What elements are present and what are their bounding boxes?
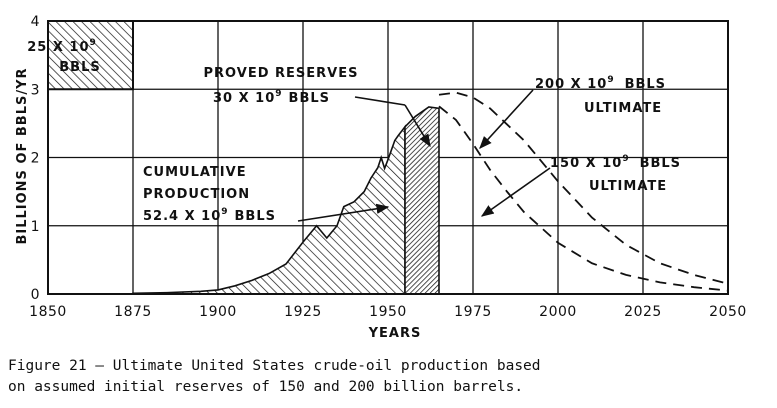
cumulative-label-line2: PRODUCTION — [143, 187, 250, 202]
y-axis-label: BILLIONS OF BBLS/YR — [15, 67, 30, 244]
y-tick-label: 2 — [31, 151, 40, 167]
ultimate-200-arrow — [479, 89, 534, 149]
ultimate-200-curve — [438, 91, 729, 285]
ultimate-150-value: 150 X 109 BBLS — [550, 154, 681, 171]
oil-production-chart: 1850 1875 1900 1925 1950 1975 2000 2025 2050 0 1 2… — [15, 14, 747, 341]
y-tick-label: 3 — [31, 82, 40, 98]
x-tick-label: 1850 — [29, 304, 67, 320]
inset-box-25-billion — [47, 20, 134, 91]
x-tick-label: 1975 — [454, 304, 492, 320]
cumulative-label-line1: CUMULATIVE — [143, 165, 247, 180]
x-tick-label: 1875 — [114, 304, 152, 320]
y-tick-label: 0 — [31, 287, 40, 303]
ultimate-200-label: ULTIMATE — [584, 101, 662, 116]
x-tick-label: 1925 — [284, 304, 322, 320]
ultimate-200-value: 200 X 109 BBLS — [535, 75, 666, 92]
y-tick-label: 1 — [31, 219, 40, 235]
y-tick-labels: 0 1 2 3 4 — [31, 14, 40, 303]
ultimate-150-arrow — [480, 167, 551, 217]
cumulative-production-area — [132, 124, 406, 295]
inset-label-line1: 25 X 109 — [27, 38, 97, 55]
cumulative-value: 52.4 X 109 BBLS — [143, 207, 276, 224]
caption-line-1: Figure 21 – Ultimate United States crude… — [8, 358, 541, 374]
x-tick-label: 2000 — [539, 304, 577, 320]
x-tick-labels: 1850 1875 1900 1925 1950 1975 2000 2025 2050 — [29, 304, 747, 320]
proved-reserves-arrow — [404, 104, 431, 148]
caption-line-2: on assumed initial reserves of 150 and 2… — [8, 379, 524, 395]
proved-reserves-arrow-leader — [354, 96, 406, 106]
proved-reserves-area — [404, 106, 440, 295]
proved-reserves-value: 30 X 109 BBLS — [213, 89, 330, 106]
ultimate-150-label: ULTIMATE — [589, 179, 667, 194]
x-tick-label: 2050 — [709, 304, 747, 320]
x-axis-label: YEARS — [368, 326, 422, 341]
plot-frame — [47, 20, 729, 295]
cumulative-arrow — [297, 203, 390, 222]
x-tick-label: 2025 — [624, 304, 662, 320]
x-tick-label: 1900 — [199, 304, 237, 320]
ultimate-150-curve — [438, 105, 729, 292]
proved-reserves-label: PROVED RESERVES — [204, 66, 359, 81]
figure-caption: Figure 21 – Ultimate United States crude… — [8, 356, 773, 398]
inset-label-line2: BBLS — [59, 60, 100, 75]
y-tick-label: 4 — [31, 14, 40, 30]
x-tick-label: 1950 — [369, 304, 407, 320]
